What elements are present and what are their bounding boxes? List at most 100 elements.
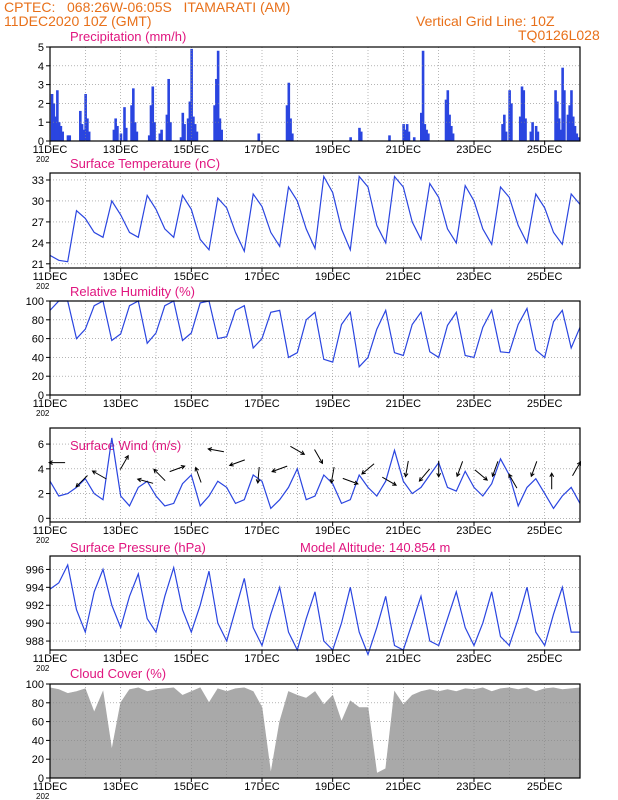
precip-bar <box>407 131 411 141</box>
precip-bar <box>427 133 430 141</box>
x-tick-label: 25DEC <box>527 271 563 283</box>
rh-frame <box>49 300 581 396</box>
precip-bar <box>405 124 409 141</box>
wind-line <box>49 437 581 510</box>
y-tick-label: 20 <box>32 754 44 766</box>
precip-bar <box>257 133 261 141</box>
precip-bar <box>160 129 163 141</box>
precip-bar <box>501 124 504 141</box>
year-stub: 202 <box>36 409 50 418</box>
rh-panel: Relative Humidity (%) 0 20 40 60 80 100 11DEC 13… <box>26 284 581 418</box>
y-tick-label: 20 <box>32 371 44 383</box>
y-tick-label: 80 <box>32 315 44 327</box>
precip-bar <box>116 125 119 141</box>
precip-bar <box>183 124 186 141</box>
x-tick-label: 11DEC <box>33 398 68 410</box>
x-tick-label: 13DEC <box>103 398 139 410</box>
precip-bar <box>421 50 425 142</box>
precip-bar <box>570 90 573 141</box>
wind-arrow <box>169 465 186 473</box>
precip-bar <box>82 129 86 141</box>
precip-bar <box>285 105 289 141</box>
x-tick-label: 21DEC <box>386 271 422 283</box>
precip-bar <box>59 125 63 141</box>
precip-bar <box>133 122 137 141</box>
wind-title: Surface Wind (m/s) <box>70 438 181 453</box>
wind-arrow <box>361 463 375 475</box>
wind-arrow <box>474 469 489 481</box>
pres-line <box>49 563 580 657</box>
precip-frame <box>49 46 581 142</box>
precip-bar <box>450 125 453 141</box>
x-tick-label: 19DEC <box>315 781 351 793</box>
precip-bar <box>220 129 223 141</box>
precip-bar <box>554 90 557 141</box>
wind-arrow <box>48 460 66 465</box>
x-tick-label: 15DEC <box>174 781 210 793</box>
precip-bar <box>135 131 139 141</box>
wind-arrow <box>119 454 129 470</box>
precip-bar <box>556 101 559 141</box>
precip-bar <box>57 122 61 141</box>
precip-bar <box>87 131 91 141</box>
wind-panel: Surface Wind (m/s) 0 2 4 6 11DEC 13DEC 15DEC 17D… <box>33 427 582 545</box>
model-altitude: Model Altitude: 140.854 m <box>300 540 450 555</box>
x-tick-label: 15DEC <box>174 144 210 156</box>
precip-bar <box>425 129 428 141</box>
precip-bar <box>56 90 59 141</box>
y-tick-label: 994 <box>26 582 44 594</box>
wind-arrow <box>491 461 499 478</box>
precip-bar <box>188 101 192 141</box>
precip-bar <box>571 116 575 141</box>
x-tick-label: 21DEC <box>386 398 422 410</box>
temp-frame <box>49 172 581 269</box>
wind-arrow <box>436 460 442 478</box>
x-tick-label: 23DEC <box>456 398 492 410</box>
precip-bar <box>524 118 527 141</box>
precip-bar <box>563 90 566 141</box>
precip-bar <box>289 118 292 141</box>
x-tick-label: 15DEC <box>174 525 210 537</box>
y-tick-label: 100 <box>26 679 44 691</box>
x-tick-label: 17DEC <box>244 653 280 665</box>
x-tick-label: 25DEC <box>527 398 563 410</box>
precip-title: Precipitation (mm/h) <box>70 29 186 44</box>
precip-bar <box>149 105 153 141</box>
wind-arrow <box>228 459 245 467</box>
wind-arrow <box>91 470 107 480</box>
y-tick-label: 2 <box>38 98 44 110</box>
precip-bar <box>86 118 89 141</box>
y-tick-label: 27 <box>32 217 44 229</box>
pres-panel: Surface Pressure (hPa) 988 990 992 994 996 11D… <box>26 540 581 673</box>
y-tick-label: 100 <box>26 296 44 308</box>
temp-panel: Surface Temperature (nC) 21 24 27 30 33 11DEC 1… <box>32 156 581 291</box>
precip-bar <box>358 127 361 141</box>
rh-line <box>49 300 581 369</box>
x-tick-label: 19DEC <box>315 653 351 665</box>
wind-arrow <box>456 461 464 478</box>
precip-bar <box>158 133 162 141</box>
precip-bar <box>531 122 534 141</box>
run-datetime: 11DEC2020 10Z (GMT) <box>4 13 152 29</box>
y-tick-label: 60 <box>32 717 44 729</box>
precip-bar <box>216 50 220 142</box>
precip-bar <box>520 86 524 141</box>
precip-bar <box>68 135 72 141</box>
precip-bar <box>534 125 538 141</box>
precip-bar <box>577 137 580 141</box>
precip-bar <box>504 131 508 141</box>
precip-bar <box>420 112 423 141</box>
x-tick-label: 17DEC <box>244 525 280 537</box>
y-tick-label: 21 <box>32 259 44 271</box>
y-tick-label: 988 <box>26 636 44 648</box>
y-tick-label: 40 <box>32 735 44 747</box>
x-tick-label: 21DEC <box>386 781 422 793</box>
y-tick-label: 60 <box>32 334 44 346</box>
precip-bar <box>529 131 533 141</box>
precip-bar <box>412 137 416 141</box>
precip-bar <box>153 122 156 141</box>
cloud-title: Cloud Cover (%) <box>70 666 166 681</box>
x-tick-label: 11DEC <box>33 144 68 156</box>
precip-bar <box>518 116 522 141</box>
